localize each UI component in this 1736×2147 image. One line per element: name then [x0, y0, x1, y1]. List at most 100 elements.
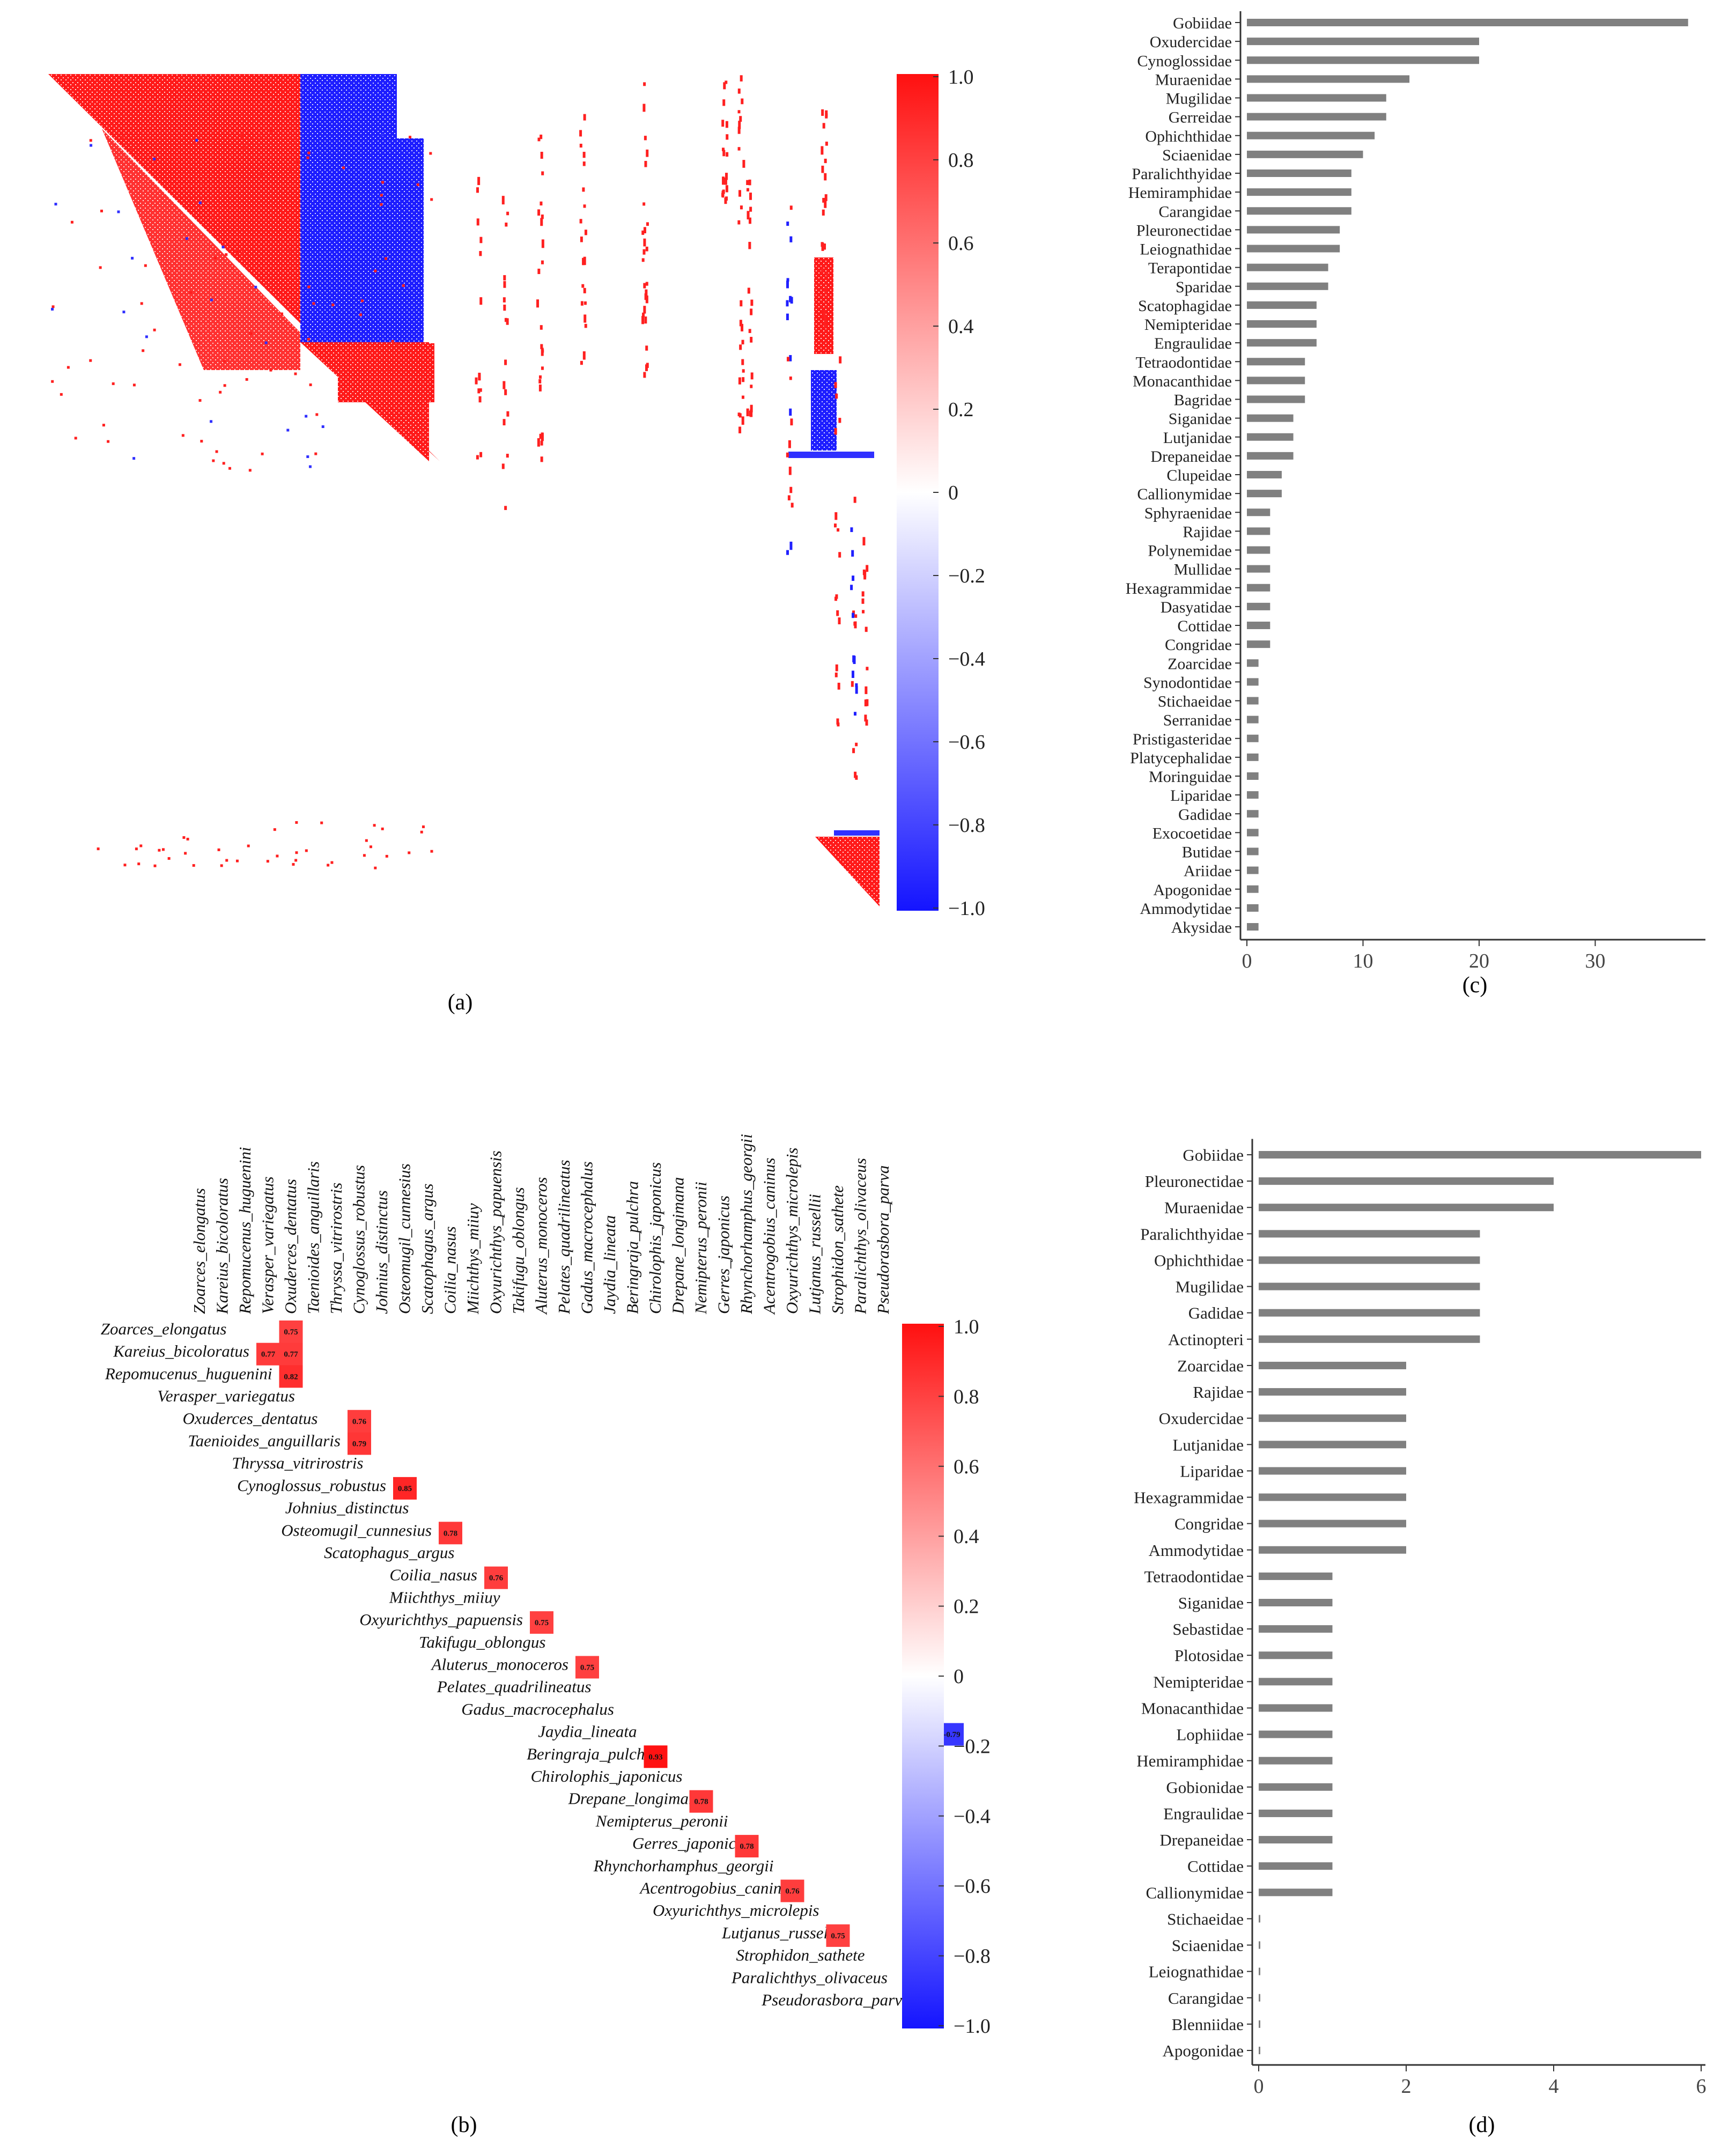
bar-hexagrammidae — [1247, 584, 1270, 592]
heatmap-a-cell — [322, 331, 325, 334]
heatmap-a-cell — [866, 667, 869, 670]
heatmap-a-cell — [540, 201, 543, 206]
bar-label-lutjanidae: Lutjanidae — [1172, 1435, 1244, 1454]
colorbar-b-tick-label: −0.4 — [954, 1805, 991, 1828]
heatmap-a-cell — [836, 718, 839, 725]
heatmap-a-cell — [583, 314, 587, 323]
heatmap-a-cell — [387, 369, 390, 372]
matrix-b-row-label: Repomucenus_huguenini — [105, 1364, 272, 1383]
heatmap-a-cell — [504, 318, 507, 322]
heatmap-a-cell — [359, 313, 363, 316]
bar-carangidae — [1247, 207, 1351, 215]
heatmap-a-cell — [854, 771, 857, 778]
bar-muraenidae — [1259, 1204, 1554, 1212]
colorbar-a-tick-label: −0.2 — [948, 565, 985, 587]
matrix-b-cell — [780, 1879, 804, 1902]
heatmap-a-cell — [215, 450, 218, 453]
heatmap-a-cell — [583, 301, 587, 305]
bar-callionymidae — [1247, 490, 1282, 498]
colorbar-b-tick-label: 0.2 — [954, 1596, 979, 1618]
heatmap-a-cell — [837, 528, 840, 532]
heatmap-a-cell — [789, 205, 793, 210]
heatmap-a-cell — [342, 166, 345, 169]
bar-leiognathidae — [1259, 1967, 1260, 1975]
heatmap-a-cell — [235, 859, 239, 862]
heatmap-a-cell — [130, 147, 134, 151]
bar-sebastidae — [1259, 1625, 1333, 1633]
bar-pristigasteridae — [1247, 734, 1259, 742]
bar-label-hexagrammidae: Hexagrammidae — [1134, 1488, 1244, 1507]
heatmap-a-cell — [541, 432, 544, 441]
colorbar-a: 1.0 0.8 0.6 0.4 0.2 0 −0.2 −0.4 −0.6 −0.8 −1.0 — [897, 66, 985, 920]
heatmap-a-cell — [742, 160, 745, 168]
matrix-b-row-label: Cynoglossus_robustus — [237, 1476, 386, 1495]
heatmap-a-cell — [380, 203, 383, 206]
bar-label-nemipteridae: Nemipteridae — [1153, 1672, 1244, 1691]
bar-bagridae — [1247, 395, 1305, 403]
heatmap-a-cell — [786, 357, 789, 361]
heatmap-a-cell — [835, 594, 838, 599]
bar-exocoetidae — [1247, 829, 1259, 837]
bar-cottidae — [1247, 622, 1270, 629]
heatmap-a-cell — [396, 342, 399, 345]
heatmap-a-cell — [852, 613, 855, 618]
bar-tetraodontidae — [1259, 1572, 1333, 1580]
heatmap-a-cell — [503, 304, 506, 311]
heatmap-a-lower-red — [102, 129, 300, 370]
heatmap-a-cell — [540, 456, 543, 462]
heatmap-a-cell — [741, 395, 744, 399]
heatmap-a-cell — [505, 223, 508, 227]
heatmap-a-cell — [822, 197, 825, 203]
heatmap-a-cell — [315, 413, 319, 416]
bar-engraulidae — [1247, 339, 1317, 347]
heatmap-a-cell — [222, 462, 225, 465]
matrix-b-column-label: Verasper_variegatus — [258, 1176, 277, 1314]
matrix-b-column-label: Oxyurichthys_microlepis — [782, 1148, 801, 1315]
heatmap-a-cell — [825, 110, 828, 119]
heatmap-a-cell — [327, 864, 330, 867]
heatmap-a-blue-bar-right — [788, 452, 874, 458]
bar-label-mugilidae: Mugilidae — [1166, 90, 1232, 108]
bar-label-lutjanidae: Lutjanidae — [1163, 429, 1232, 447]
heatmap-a-cell — [266, 860, 269, 863]
bar-label-ophichthidae: Ophichthidae — [1145, 128, 1232, 145]
bar-congridae — [1247, 640, 1270, 648]
heatmap-a-cell — [644, 136, 647, 141]
heatmap-a-cell — [476, 187, 479, 193]
heatmap-a-cell — [865, 686, 868, 695]
heatmap-a-cell — [60, 393, 63, 396]
heatmap-a-cell — [788, 440, 791, 448]
heatmap-a-cell — [185, 237, 188, 240]
bar-gerreidae — [1247, 113, 1386, 121]
heatmap-a-cell — [305, 415, 308, 418]
matrix-b-row-label: Takifugu_oblongus — [419, 1633, 546, 1651]
bar-pleuronectidae — [1247, 226, 1340, 234]
matrix-b-column-label: Repomucenus_huguenini — [235, 1147, 254, 1315]
bar-label-stichaeidae: Stichaeidae — [1158, 693, 1232, 711]
heatmap-a-cell — [725, 121, 728, 128]
bar-siganidae — [1259, 1599, 1333, 1606]
heatmap-a-cell — [506, 454, 509, 458]
bar-label-mullidae: Mullidae — [1174, 561, 1232, 579]
bar-label-cottidae: Cottidae — [1177, 617, 1232, 635]
heatmap-a-cell — [538, 384, 542, 392]
heatmap-a-cell — [834, 523, 837, 528]
heatmap-a-cell — [834, 512, 838, 520]
bar-label-sciaenidae: Sciaenidae — [1162, 146, 1232, 164]
heatmap-a-cell — [477, 388, 481, 394]
heatmap-a-cell — [123, 864, 127, 867]
bar-label-oxudercidae: Oxudercidae — [1150, 33, 1232, 51]
matrix-b-cell — [279, 1342, 303, 1366]
bar-ammodytidae — [1259, 1546, 1406, 1554]
heatmap-a-cell — [786, 222, 789, 226]
heatmap-a-cell — [862, 569, 866, 576]
heatmap-a-cell — [851, 670, 854, 678]
heatmap-a-cell — [747, 211, 750, 218]
heatmap-a-cell — [178, 363, 181, 366]
heatmap-a-cell — [381, 134, 384, 137]
bar-chart-d: Gobiidae Pleuronectidae Muraenidae Paralich… — [1134, 1139, 1707, 2098]
heatmap-a-cell — [643, 372, 646, 378]
bar-label-hemiramphidae: Hemiramphidae — [1136, 1752, 1244, 1770]
matrix-b-column-label: Thryssa_vitrirostris — [327, 1183, 345, 1314]
bar-hemiramphidae — [1247, 188, 1351, 196]
